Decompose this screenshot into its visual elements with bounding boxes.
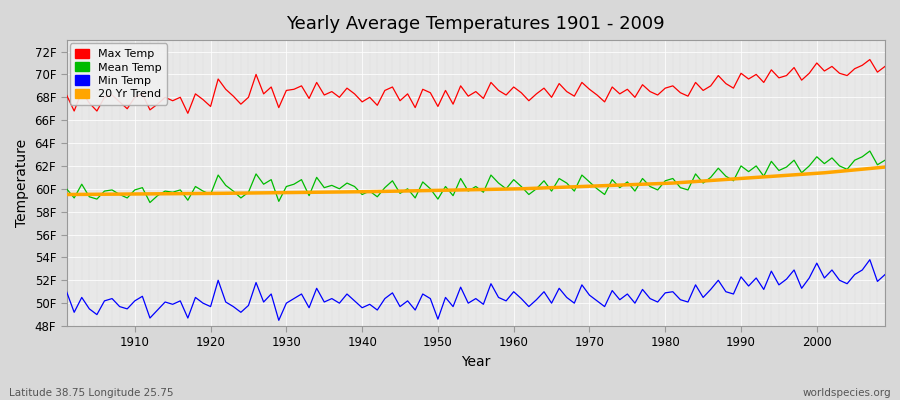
Title: Yearly Average Temperatures 1901 - 2009: Yearly Average Temperatures 1901 - 2009 [286,15,665,33]
X-axis label: Year: Year [461,355,491,369]
Text: Latitude 38.75 Longitude 25.75: Latitude 38.75 Longitude 25.75 [9,388,174,398]
Legend: Max Temp, Mean Temp, Min Temp, 20 Yr Trend: Max Temp, Mean Temp, Min Temp, 20 Yr Tre… [70,44,166,105]
Text: worldspecies.org: worldspecies.org [803,388,891,398]
Y-axis label: Temperature: Temperature [15,139,29,227]
